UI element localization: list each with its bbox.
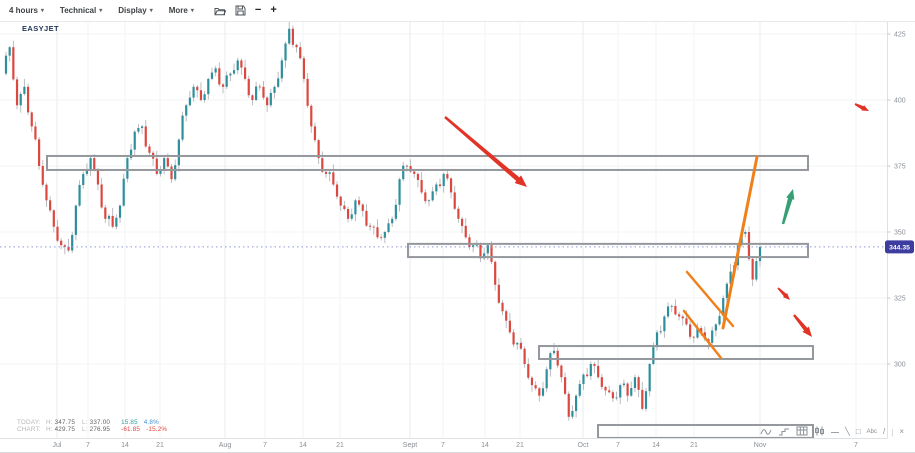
trendlines-layer[interactable]: [682, 155, 759, 360]
zoom-out-button[interactable]: −: [254, 4, 262, 16]
display-label: Display: [118, 6, 147, 15]
gridlines: [0, 22, 887, 438]
svg-text:344.35: 344.35: [889, 244, 910, 251]
svg-text:Jul: Jul: [53, 442, 62, 449]
axes: [0, 22, 888, 439]
sr-zones-layer[interactable]: [46, 154, 814, 439]
today-low: 337.00: [89, 419, 111, 426]
today-change-pct: 4.8%: [143, 419, 159, 426]
line-chart-icon[interactable]: [760, 427, 772, 438]
more-label: More: [168, 6, 188, 15]
more-dropdown[interactable]: More ▾: [169, 6, 194, 15]
today-label: TODAY:: [17, 419, 41, 426]
save-icon[interactable]: [235, 5, 246, 16]
open-folder-icon[interactable]: [214, 6, 226, 16]
y-axis-labels: 425 400 375 350 325 300: [887, 31, 906, 368]
svg-text:Oct: Oct: [578, 442, 589, 449]
text-tool-icon[interactable]: Abc: [866, 429, 878, 435]
chevron-down-icon: ▾: [190, 7, 194, 14]
price-stats: TODAY: H: 347.75 L: 337.00 15.85 4.8% CH…: [17, 419, 167, 433]
svg-text:425: 425: [894, 31, 906, 38]
toolbar-divider: |: [891, 427, 894, 437]
svg-text:325: 325: [894, 295, 906, 302]
svg-text:14: 14: [652, 442, 660, 449]
chart-high: 429.75: [54, 426, 76, 433]
arrows-layer[interactable]: [444, 103, 869, 337]
x-axis-labels: Jul 7 14 21 Aug 7 14 21 Sept 7 14 21 Oct 7 14 21 Nov 7: [53, 442, 859, 449]
candlestick-chart-icon[interactable]: [814, 426, 825, 438]
chart-tools-toolbar: — ╲ □ Abc / | ×: [760, 424, 904, 440]
chevron-down-icon: ▾: [149, 7, 153, 14]
chart-change-pct: -15.2%: [146, 426, 168, 433]
svg-text:350: 350: [894, 229, 906, 236]
svg-text:300: 300: [894, 361, 906, 368]
svg-text:21: 21: [336, 442, 344, 449]
candles-layer: [4, 20, 762, 421]
current-price-badge: [885, 240, 914, 254]
svg-text:21: 21: [156, 442, 164, 449]
technical-label: Technical: [59, 6, 97, 15]
svg-text:400: 400: [894, 97, 906, 104]
timeframe-label: 4 hours: [9, 6, 38, 15]
chart-stats-row: CHART: H: 429.75 L: 276.95 -61.85 -15.2%: [17, 426, 168, 433]
svg-text:7: 7: [263, 442, 267, 449]
today-change: 15.85: [121, 419, 138, 426]
svg-text:Nov: Nov: [754, 442, 767, 449]
ray-tool-icon[interactable]: /: [883, 427, 886, 436]
step-chart-icon[interactable]: [778, 427, 790, 438]
zoom-in-button[interactable]: +: [270, 4, 277, 16]
chart-change: -61.85: [121, 426, 141, 433]
chart-label: CHART:: [17, 426, 41, 433]
chevron-down-icon: ▾: [40, 7, 44, 14]
svg-text:21: 21: [516, 442, 524, 449]
svg-text:7: 7: [441, 442, 445, 449]
svg-text:14: 14: [481, 442, 489, 449]
svg-text:Aug: Aug: [219, 442, 232, 449]
ohlc-bars-icon[interactable]: [796, 426, 808, 438]
today-high: 347.75: [54, 419, 76, 426]
svg-text:Sept: Sept: [403, 442, 417, 449]
chart-low: 276.95: [89, 426, 111, 433]
timeframe-dropdown[interactable]: 4 hours ▾: [9, 6, 44, 15]
current-price-layer: 344.35: [0, 240, 914, 254]
separator-dash-icon: —: [831, 427, 839, 437]
close-icon[interactable]: ×: [899, 427, 904, 436]
svg-text:7: 7: [616, 442, 620, 449]
svg-text:7: 7: [854, 442, 858, 449]
svg-text:21: 21: [690, 442, 698, 449]
svg-text:14: 14: [299, 442, 307, 449]
top-toolbar: 4 hours ▾ Technical ▾ Display ▾ More ▾: [0, 0, 915, 22]
svg-text:14: 14: [121, 442, 129, 449]
display-dropdown[interactable]: Display ▾: [118, 6, 152, 15]
today-stats-row: TODAY: H: 347.75 L: 337.00 15.85 4.8%: [17, 419, 159, 426]
trendline-tool-icon[interactable]: ╲: [845, 427, 850, 436]
symbol-label: EASYJET: [22, 24, 59, 33]
technical-dropdown[interactable]: Technical ▾: [60, 6, 102, 15]
svg-text:7: 7: [86, 442, 90, 449]
chevron-down-icon: ▾: [99, 7, 103, 14]
rectangle-tool-icon[interactable]: □: [855, 427, 861, 436]
svg-text:375: 375: [894, 163, 906, 170]
